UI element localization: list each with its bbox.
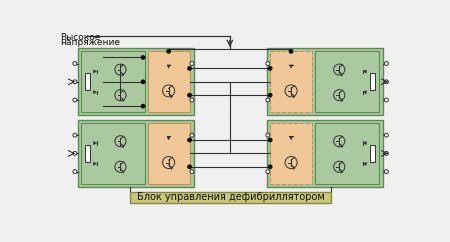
Polygon shape bbox=[171, 95, 172, 98]
Polygon shape bbox=[167, 65, 171, 68]
Bar bbox=[85, 73, 90, 90]
Circle shape bbox=[289, 50, 293, 53]
Circle shape bbox=[141, 80, 145, 83]
Polygon shape bbox=[341, 145, 342, 148]
Polygon shape bbox=[94, 91, 97, 94]
Polygon shape bbox=[363, 70, 366, 73]
Polygon shape bbox=[341, 74, 342, 76]
Circle shape bbox=[188, 93, 191, 97]
Polygon shape bbox=[171, 167, 172, 170]
Bar bbox=[78, 48, 194, 115]
Circle shape bbox=[188, 165, 191, 168]
Circle shape bbox=[73, 170, 77, 174]
Bar bbox=[369, 73, 375, 90]
Text: Высокое: Высокое bbox=[60, 33, 100, 42]
Bar bbox=[78, 120, 194, 187]
Polygon shape bbox=[289, 136, 293, 140]
Circle shape bbox=[266, 133, 270, 137]
Circle shape bbox=[190, 133, 194, 137]
Circle shape bbox=[269, 165, 272, 168]
Circle shape bbox=[190, 62, 194, 66]
Circle shape bbox=[384, 98, 388, 102]
Polygon shape bbox=[289, 65, 293, 68]
Bar bbox=[315, 123, 378, 184]
Circle shape bbox=[269, 93, 272, 97]
Polygon shape bbox=[341, 99, 342, 102]
Circle shape bbox=[384, 80, 388, 84]
Polygon shape bbox=[341, 171, 342, 174]
Polygon shape bbox=[363, 142, 366, 145]
Circle shape bbox=[266, 98, 270, 102]
Circle shape bbox=[384, 133, 388, 137]
Circle shape bbox=[141, 105, 145, 108]
Polygon shape bbox=[363, 91, 366, 94]
Circle shape bbox=[73, 151, 77, 155]
Text: Блок управления дефибриллятором: Блок управления дефибриллятором bbox=[137, 192, 324, 202]
Polygon shape bbox=[94, 162, 97, 165]
Polygon shape bbox=[122, 99, 124, 102]
Circle shape bbox=[269, 67, 272, 70]
Bar bbox=[270, 123, 312, 184]
Circle shape bbox=[190, 170, 194, 174]
Polygon shape bbox=[363, 162, 366, 165]
Bar bbox=[81, 51, 144, 112]
Bar bbox=[148, 51, 189, 112]
Polygon shape bbox=[94, 70, 97, 73]
Circle shape bbox=[73, 133, 77, 137]
Circle shape bbox=[384, 170, 388, 174]
Bar bbox=[270, 51, 312, 112]
Circle shape bbox=[269, 138, 272, 142]
Circle shape bbox=[384, 62, 388, 66]
Polygon shape bbox=[122, 74, 124, 76]
Polygon shape bbox=[293, 167, 295, 170]
Circle shape bbox=[73, 62, 77, 66]
Circle shape bbox=[73, 80, 77, 84]
Circle shape bbox=[73, 98, 77, 102]
Bar bbox=[148, 123, 189, 184]
Bar bbox=[130, 191, 331, 203]
Bar bbox=[315, 51, 378, 112]
Circle shape bbox=[266, 170, 270, 174]
Circle shape bbox=[141, 56, 145, 59]
Bar bbox=[369, 145, 375, 162]
Polygon shape bbox=[122, 171, 124, 174]
Polygon shape bbox=[293, 95, 295, 98]
Polygon shape bbox=[122, 145, 124, 148]
Text: напряжение: напряжение bbox=[60, 38, 120, 47]
Bar bbox=[81, 123, 144, 184]
Circle shape bbox=[384, 151, 388, 155]
Circle shape bbox=[188, 67, 191, 70]
Polygon shape bbox=[167, 136, 171, 140]
Circle shape bbox=[190, 98, 194, 102]
Circle shape bbox=[188, 138, 191, 142]
Bar bbox=[267, 120, 383, 187]
Bar bbox=[267, 48, 383, 115]
Circle shape bbox=[167, 50, 171, 53]
Bar bbox=[85, 145, 90, 162]
Polygon shape bbox=[94, 142, 97, 145]
Circle shape bbox=[266, 62, 270, 66]
